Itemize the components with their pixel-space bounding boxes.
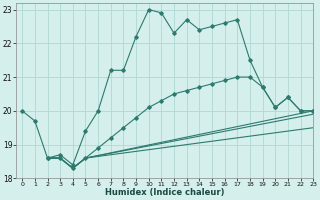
X-axis label: Humidex (Indice chaleur): Humidex (Indice chaleur) — [105, 188, 224, 197]
